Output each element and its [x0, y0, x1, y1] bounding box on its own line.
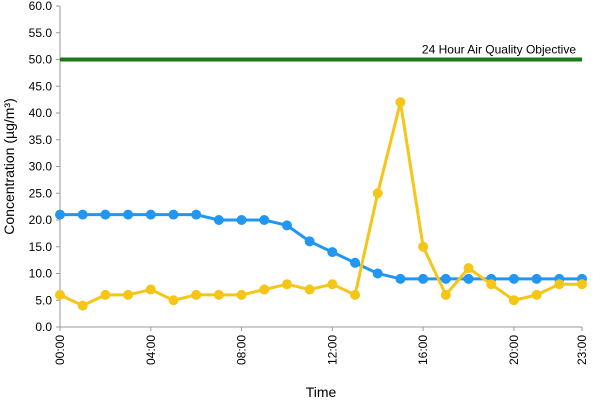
y-tick-label: 30.0	[29, 160, 53, 174]
x-tick-label: 23:00	[575, 335, 589, 365]
data-point[interactable]	[577, 279, 587, 290]
y-tick-label: 50.0	[29, 53, 53, 67]
data-point[interactable]	[531, 289, 542, 300]
y-tick-label: 60.0	[29, 0, 53, 13]
data-point[interactable]	[372, 268, 383, 279]
objective-label: 24 Hour Air Quality Objective	[422, 43, 576, 57]
data-point[interactable]	[145, 209, 156, 220]
data-point[interactable]	[55, 289, 65, 300]
data-point[interactable]	[508, 295, 519, 306]
y-tick-label: 35.0	[29, 133, 53, 147]
series-group	[55, 97, 587, 311]
data-point[interactable]	[350, 257, 361, 268]
data-point[interactable]	[508, 273, 519, 284]
data-point[interactable]	[281, 220, 292, 231]
data-point[interactable]	[418, 241, 429, 252]
series-1	[55, 97, 587, 311]
data-point[interactable]	[100, 289, 111, 300]
x-tick-label: 12:00	[325, 335, 339, 365]
x-tick-label: 00:00	[53, 335, 67, 365]
data-point[interactable]	[304, 284, 315, 295]
data-point[interactable]	[554, 279, 565, 290]
data-point[interactable]	[123, 209, 134, 220]
y-tick-label: 15.0	[29, 240, 53, 254]
x-axis-ticks: 00:00 04:00 08:00 12:00 16:00 20:00 23:00	[53, 327, 589, 365]
data-point[interactable]	[55, 209, 65, 220]
data-point[interactable]	[463, 273, 474, 284]
data-point[interactable]	[327, 279, 338, 290]
x-axis-title: Time	[306, 384, 337, 400]
series-line	[60, 213, 582, 281]
series-line	[59, 100, 582, 308]
data-point[interactable]	[463, 263, 474, 274]
data-point[interactable]	[395, 97, 406, 108]
y-tick-label: 10.0	[29, 267, 53, 281]
data-point[interactable]	[281, 279, 292, 290]
data-point[interactable]	[168, 209, 179, 220]
y-tick-label: 40.0	[29, 106, 53, 120]
data-point[interactable]	[236, 289, 247, 300]
data-point[interactable]	[168, 295, 179, 306]
data-point[interactable]	[395, 273, 406, 284]
data-point[interactable]	[123, 289, 134, 300]
data-point[interactable]	[213, 289, 224, 300]
x-tick-label: 16:00	[416, 335, 430, 365]
data-point[interactable]	[440, 289, 451, 300]
data-point[interactable]	[236, 215, 247, 225]
data-point[interactable]	[259, 284, 270, 295]
data-point[interactable]	[100, 209, 111, 220]
data-point[interactable]	[213, 215, 224, 225]
series-0	[55, 209, 587, 284]
data-point[interactable]	[418, 273, 429, 284]
data-point[interactable]	[486, 279, 497, 290]
data-point[interactable]	[327, 247, 338, 258]
data-point[interactable]	[440, 273, 451, 284]
data-point[interactable]	[350, 289, 361, 300]
y-tick-label: 5.0	[35, 293, 52, 307]
x-tick-label: 08:00	[235, 335, 249, 365]
y-tick-label: 45.0	[29, 79, 53, 93]
y-tick-label: 20.0	[29, 213, 53, 227]
data-point[interactable]	[191, 289, 202, 300]
data-point[interactable]	[145, 284, 156, 295]
data-point[interactable]	[259, 215, 270, 225]
data-point[interactable]	[77, 300, 88, 311]
data-point[interactable]	[191, 209, 202, 220]
reference-line-group: 24 Hour Air Quality Objective	[60, 43, 582, 62]
data-point[interactable]	[77, 209, 88, 220]
y-tick-label: 0.0	[35, 320, 52, 334]
y-axis-ticks: 0.0 5.0 10.0 15.0 20.0 25.0 30.0 35.0 40.0 45.0 50…	[29, 0, 60, 334]
y-axis-title: Concentration (µg/m³)	[1, 98, 17, 234]
data-point[interactable]	[304, 236, 315, 247]
y-tick-label: 25.0	[29, 186, 53, 200]
data-point[interactable]	[372, 188, 383, 199]
x-tick-label: 04:00	[144, 335, 158, 365]
y-tick-label: 55.0	[29, 26, 53, 40]
x-tick-label: 20:00	[507, 335, 521, 365]
data-point[interactable]	[531, 273, 542, 284]
